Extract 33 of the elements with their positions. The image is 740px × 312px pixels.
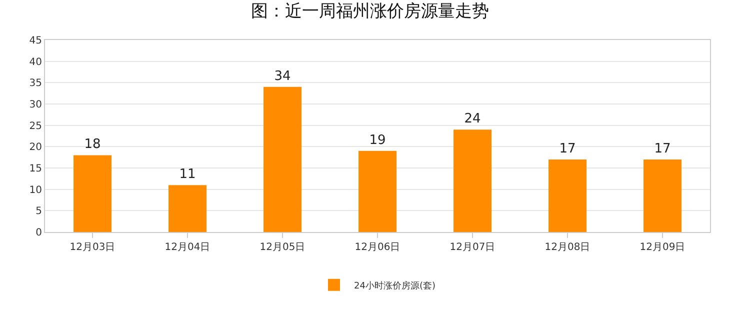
y-tick-label: 25 [29,120,42,132]
y-tick-label: 20 [29,142,42,154]
x-tick-label: 12月06日 [354,242,400,253]
bar [74,155,112,232]
bar [264,86,302,232]
x-tick-label: 12月09日 [640,242,686,253]
data-label: 34 [274,68,291,84]
bar [358,150,396,232]
x-tick-label: 12月04日 [164,242,210,253]
x-tick-label: 12月03日 [70,242,116,253]
data-label: 18 [84,137,101,152]
data-label: 17 [559,141,576,156]
x-tick-label: 12月08日 [544,242,590,253]
data-label: 24 [464,112,481,127]
bar [454,130,492,232]
y-tick-label: 40 [29,56,42,68]
bar [644,159,682,232]
legend-label: 24小时涨价房源(套) [354,280,436,292]
y-tick-label: 0 [36,228,42,238]
y-tick-label: 10 [29,184,42,196]
data-label: 17 [654,141,671,156]
x-tick-label: 12月07日 [450,242,496,253]
y-tick-label: 35 [29,78,42,90]
x-tick-label: 12月05日 [260,242,306,253]
y-tick-label: 30 [29,100,42,110]
y-tick-label: 5 [36,206,42,218]
y-tick-label: 15 [29,164,42,174]
chart-title: 图：近一周福州涨价房源量走势 [251,2,489,22]
data-label: 11 [179,167,196,182]
data-label: 19 [369,132,386,148]
bar [548,159,586,232]
y-tick-label: 45 [29,36,42,46]
bar [168,185,206,232]
